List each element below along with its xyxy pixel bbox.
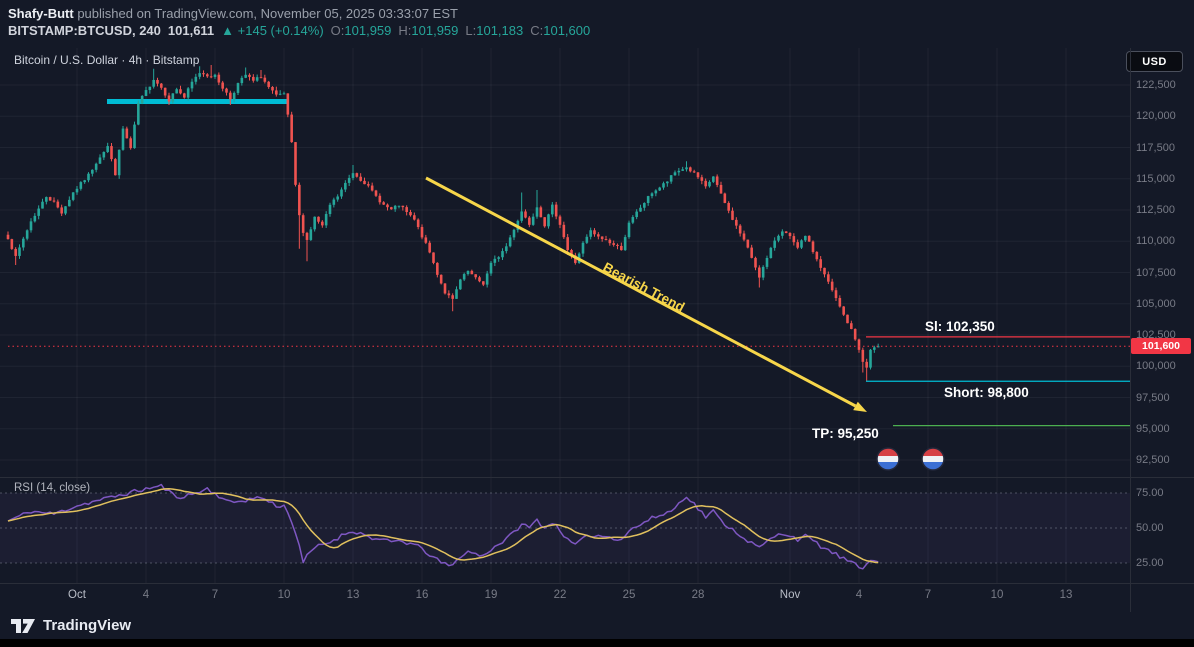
low-value: 101,183 — [476, 23, 524, 38]
time-axis-label: Nov — [779, 589, 801, 601]
time-axis-label: 16 — [415, 589, 429, 601]
symbol-ticker[interactable]: BITSTAMP:BTCUSD, 240 — [8, 23, 161, 38]
price-axis-separator — [1130, 48, 1131, 612]
rsi-indicator — [0, 483, 1130, 570]
take-profit-label: TP: 95,250 — [812, 426, 879, 441]
time-axis-label: 10 — [277, 589, 291, 601]
price-axis-label: 120,000 — [1136, 110, 1176, 123]
time-axis-label: 4 — [142, 589, 150, 601]
chart-canvas[interactable]: Bearish Trend Sl: 102,350 Short: 98,800 … — [0, 0, 1194, 612]
high-quote: H:101,959 — [398, 23, 458, 38]
price-axis-label: 122,500 — [1136, 79, 1176, 91]
price-level-lines — [8, 336, 1130, 427]
close-quote: C:101,600 — [530, 23, 590, 38]
stop-loss-label: Sl: 102,350 — [925, 319, 995, 334]
time-axis-label: 22 — [553, 589, 567, 601]
high-label: H: — [398, 23, 412, 38]
price-axis-label: 92,500 — [1136, 454, 1170, 466]
close-label: C: — [530, 23, 544, 38]
time-axis-label: 28 — [691, 589, 705, 601]
symbol-info-bar: BITSTAMP:BTCUSD, 240 101,611 ▲ +145 (+0.… — [8, 23, 590, 38]
price-axis-label: 112,500 — [1136, 204, 1175, 216]
price-axis-label: 110,000 — [1136, 235, 1175, 248]
published-note: published on TradingView.com, November 0… — [73, 6, 458, 21]
snapshot-header: Shafy-Butt published on TradingView.com,… — [8, 6, 458, 21]
arrowhead-icon — [853, 401, 867, 412]
rsi-axis-label: 75.00 — [1136, 487, 1164, 499]
open-value: 101,959 — [344, 23, 392, 38]
chart-legend[interactable]: Bitcoin / U.S. Dollar · 4h · Bitstamp — [14, 53, 200, 67]
brand-name[interactable]: TradingView — [43, 617, 132, 634]
pane-separator[interactable] — [0, 477, 1194, 478]
price-axis-label: 100,000 — [1136, 360, 1176, 373]
axis-separator — [0, 583, 1194, 584]
price-axis-label: 107,500 — [1136, 266, 1176, 279]
high-value: 101,959 — [411, 23, 459, 38]
price-axis-label: 97,500 — [1136, 391, 1170, 404]
price-axis[interactable]: 122,500 120,000 117,500 115,000 112,500 110,0… — [1130, 0, 1194, 612]
price-axis-label: 117,500 — [1136, 141, 1175, 154]
close-value: 101,600 — [543, 23, 591, 38]
price-axis-label: 95,000 — [1136, 422, 1170, 435]
bearish-trend-label: Bearish Trend — [601, 259, 688, 315]
short-entry-label: Short: 98,800 — [944, 385, 1029, 400]
rsi-legend[interactable]: RSI (14, close) — [14, 482, 91, 494]
time-axis[interactable]: Oct 4 7 10 13 16 19 22 25 28 Nov 4 7 10 13 — [0, 583, 1130, 612]
open-quote: O:101,959 — [331, 23, 392, 38]
price-change: ▲ +145 (+0.14%) — [221, 23, 324, 38]
open-label: O: — [330, 23, 345, 38]
bottom-strip — [0, 639, 1194, 647]
last-price: 101,611 — [167, 23, 215, 38]
author-name: Shafy-Butt — [8, 6, 74, 21]
time-axis-label: 10 — [990, 589, 1004, 601]
price-axis-label: 115,000 — [1136, 172, 1175, 185]
rsi-axis-label: 25.00 — [1136, 557, 1164, 569]
reaction-sticker-icon — [921, 447, 945, 471]
time-axis-label: Oct — [68, 589, 86, 601]
time-axis-label: 4 — [855, 589, 863, 601]
time-axis-label: 13 — [346, 589, 360, 601]
rsi-axis-label: 50.00 — [1136, 522, 1164, 534]
time-axis-label: 13 — [1059, 589, 1073, 601]
footer-bar: TradingView — [0, 612, 1194, 639]
currency-button[interactable]: USD — [1126, 51, 1183, 72]
low-label: L: — [465, 23, 477, 38]
candlestick-series — [6, 65, 880, 382]
tradingview-logo-icon[interactable] — [10, 616, 36, 636]
price-axis-label: 105,000 — [1136, 297, 1176, 310]
time-axis-label: 7 — [211, 589, 219, 601]
reaction-sticker-icon — [876, 447, 900, 471]
time-axis-label: 7 — [924, 589, 932, 601]
last-price-chip: 101,600 — [1131, 338, 1191, 354]
time-axis-label: 25 — [622, 589, 636, 601]
low-quote: L:101,183 — [465, 23, 523, 38]
time-axis-label: 19 — [484, 589, 498, 601]
resistance-zone-drawing — [107, 99, 288, 104]
bearish-trend-arrow — [425, 176, 867, 412]
